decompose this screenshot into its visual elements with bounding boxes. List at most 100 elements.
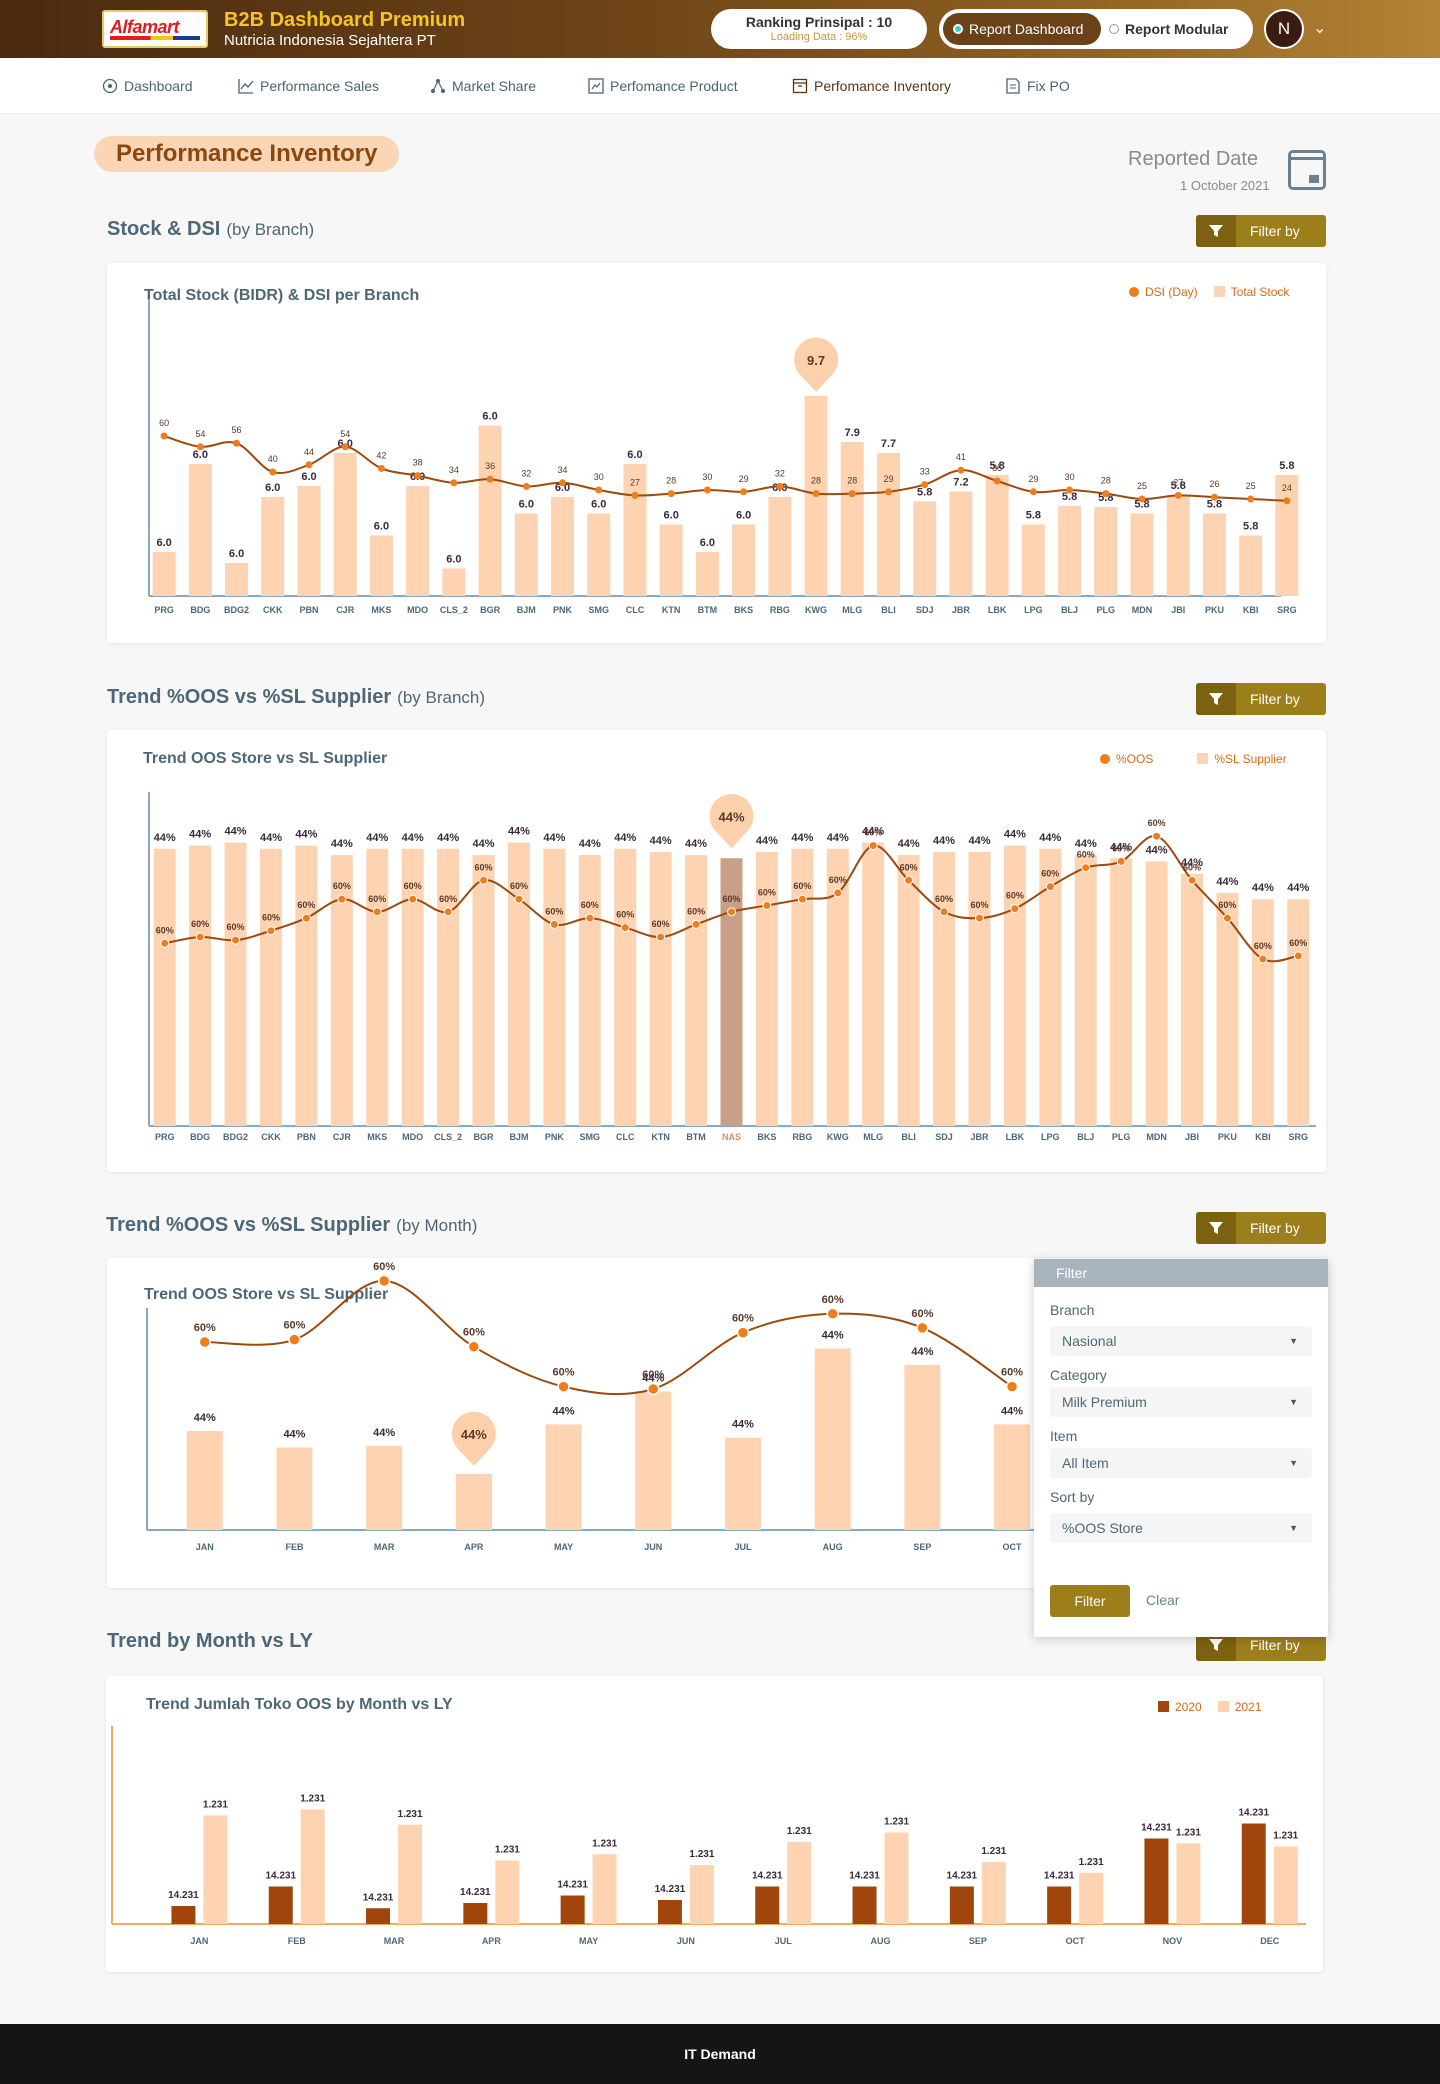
sl-bar-label: 44% [1110,841,1132,853]
x-tick-label: SMG [580,1132,601,1142]
filter-button[interactable]: Filter by [1196,683,1326,715]
oos-point [1081,863,1091,873]
oos-branch-chart: 44% PRG 44% BDG 44% BDG2 44% CKK 44% PBN 44% CJR 44%… [148,792,1316,1142]
dsi-label: 44 [304,447,314,457]
sl-bar-label: 44% [295,829,317,841]
report-modular-option[interactable]: Report Modular [1107,13,1228,45]
bar-2020 [949,1886,974,1924]
caret-down-icon: ▼ [1289,1458,1298,1468]
legend-oos: %OOS [1116,752,1154,766]
stock-bar-label: 6.0 [482,411,497,423]
x-tick-label: PLG [1112,1132,1131,1142]
nav-fix-po[interactable]: Fix PO [1005,78,1070,94]
branch-select[interactable]: Nasional ▼ [1050,1326,1312,1356]
legend-2021: 2021 [1234,1700,1262,1714]
dsi-point [160,432,168,440]
clear-filter-link[interactable]: Clear [1146,1592,1180,1608]
bar-2021-label: 1.231 [398,1809,423,1820]
x-tick-label: BKS [734,605,753,615]
x-tick-label: KTN [662,605,681,615]
sl-bar-label: 44% [1252,882,1274,894]
x-tick-label: CLS_2 [440,605,468,615]
sl-supplier-bar [720,858,743,1126]
x-tick-label: FEB [285,1542,304,1552]
x-tick-label: SDJ [935,1132,953,1142]
dsi-label: 32 [775,468,785,478]
legend-dsi: DSI (Day) [1145,285,1198,299]
oos-point [762,901,772,910]
report-dashboard-option[interactable]: Report Dashboard [943,13,1101,45]
sl-bar-label: 44% [1004,829,1026,841]
nav-dashboard[interactable]: Dashboard [102,78,193,94]
stock-bar [695,552,719,596]
avatar[interactable]: N [1264,9,1304,49]
x-tick-label: SEP [969,1936,987,1946]
oos-point [266,926,276,936]
nav-performance-sales[interactable]: Performance Sales [238,78,379,94]
filter-button[interactable]: Filter by [1196,1212,1326,1244]
oos-month-chart: 44% JAN 44% FEB 44% MAR 44% APR 44% MAY 44% JUN 44% J… [146,1261,1037,1552]
oos-label: 60% [373,1261,395,1273]
sl-supplier-bar [1074,855,1097,1126]
branch-label: Branch [1050,1302,1095,1318]
stock-bar-label: 6.0 [591,499,606,511]
dsi-label: 26 [1209,479,1219,489]
sl-supplier-bar [968,851,991,1126]
oos-label: 60% [510,881,528,891]
nav-performance-inventory[interactable]: Perfomance Inventory [792,78,951,94]
dsi-point [921,481,929,489]
x-tick-label: BGR [474,1132,495,1142]
item-select[interactable]: All Item ▼ [1050,1448,1312,1478]
alfamart-logo[interactable]: Alfamart [102,10,208,48]
logo-stripe [110,36,200,40]
dsi-label: 41 [956,452,966,462]
apply-filter-button[interactable]: Filter [1050,1585,1130,1617]
stock-bar [478,425,502,596]
oos-point [231,935,241,945]
x-tick-label: PNK [553,605,573,615]
sl-supplier-bar [635,1391,672,1530]
dsi-point [1174,491,1182,499]
oos-label: 60% [970,900,988,910]
dsi-point [341,443,349,451]
bar-2020-label: 14.231 [460,1887,491,1898]
oos-point [160,938,170,948]
nav-performance-product[interactable]: Perfomance Product [588,78,738,94]
chevron-down-icon[interactable]: ⌄ [1313,20,1327,37]
oos-label: 60% [652,919,670,929]
x-tick-label: PLG [1097,605,1116,615]
stock-bar [442,568,466,596]
bar-2021 [981,1862,1006,1924]
oos-label: 60% [1077,850,1095,860]
x-tick-label: JAN [196,1542,214,1552]
x-tick-label: CJR [333,1132,352,1142]
highlight-pin [709,793,754,849]
bar-2020-label: 14.231 [1044,1871,1075,1882]
dsi-label: 42 [376,450,386,460]
oos-point [337,894,347,904]
highlight-pin [794,337,839,392]
x-tick-label: MAR [384,1936,405,1946]
filter-icon [1196,215,1236,247]
x-tick-label: JBI [1185,1132,1199,1142]
dsi-label: 40 [268,454,278,464]
category-select[interactable]: Milk Premium ▼ [1050,1387,1312,1417]
filter-button[interactable]: Filter by [1196,215,1326,247]
legend-sl-supplier: %SL Supplier [1214,752,1287,766]
stock-bar-label: 6.0 [700,537,715,549]
oos-point [916,1321,929,1335]
oos-point [557,1380,570,1393]
oos-point [195,932,205,942]
x-tick-label: BTM [686,1132,706,1142]
sort-by-select[interactable]: %OOS Store ▼ [1050,1513,1312,1543]
bar-2021 [1176,1843,1201,1924]
calendar-icon[interactable] [1288,150,1326,190]
stock-bar [587,513,611,596]
oos-label: 60% [333,881,351,891]
dsi-point [631,491,639,499]
dsi-label: 33 [920,467,930,477]
x-tick-label: AUG [823,1542,843,1552]
x-tick-label: DEC [1260,1936,1280,1946]
nav-market-share[interactable]: Market Share [430,78,536,94]
x-tick-label: JBR [970,1132,989,1142]
